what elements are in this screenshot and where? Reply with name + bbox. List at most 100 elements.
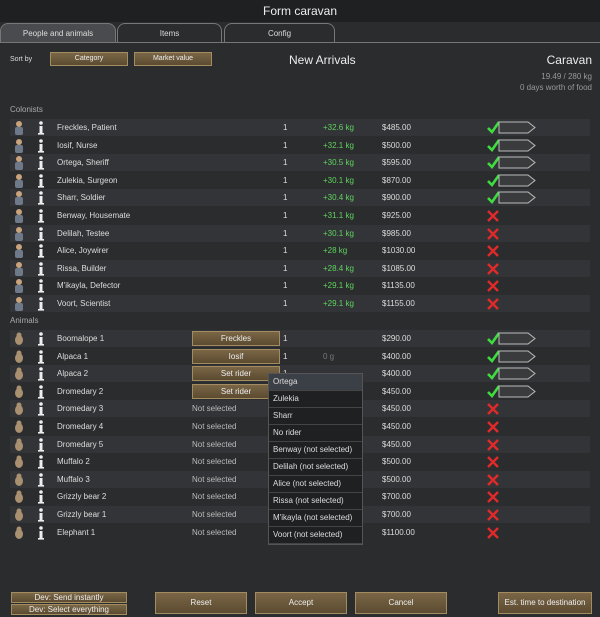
item-row: Ortega, Sheriff 1 +30.5 kg $595.00 (10, 154, 590, 172)
market-value: $290.00 (382, 334, 411, 343)
rider-button[interactable]: Freckles (192, 331, 280, 346)
checkbox-unchecked[interactable] (486, 437, 500, 452)
item-name: Zulekia, Surgeon (57, 175, 118, 185)
rider-status: Not selected (192, 422, 237, 431)
dev-button[interactable]: Dev: Select everything (11, 604, 127, 615)
sort-button[interactable]: Market value (134, 52, 212, 66)
tab[interactable]: Items (117, 23, 222, 42)
checkbox-unchecked[interactable] (486, 226, 500, 241)
checkbox-checked[interactable] (486, 120, 501, 135)
checkbox-checked[interactable] (486, 155, 501, 170)
thumbnail (13, 349, 25, 364)
item-row: Boomalope 1 Freckles 1 $290.00 (10, 330, 590, 347)
info-icon (36, 173, 46, 188)
item-row: Benway, Housemate 1 +31.1 kg $925.00 (10, 207, 590, 224)
market-value: $400.00 (382, 369, 411, 379)
thumbnail (13, 296, 25, 311)
dropdown-option[interactable]: No rider (269, 425, 362, 442)
market-value: $450.00 (382, 422, 411, 431)
item-name: Dromedary 2 (57, 386, 104, 396)
caravan-label: Caravan (546, 53, 592, 67)
dropdown-option[interactable]: Alice (not selected) (269, 476, 362, 493)
market-value: $925.00 (382, 211, 411, 220)
checkbox-unchecked[interactable] (486, 507, 500, 522)
item-name: Dromedary 3 (57, 404, 104, 414)
count-adjuster[interactable] (498, 331, 536, 346)
caravan-mass: 19.49 / 280 kg (541, 72, 592, 81)
checkbox-unchecked[interactable] (486, 454, 500, 469)
mass: +29.1 kg (323, 281, 354, 291)
sort-button[interactable]: Category (50, 52, 128, 66)
checkbox-unchecked[interactable] (486, 489, 500, 504)
checkbox-checked[interactable] (486, 138, 501, 153)
dropdown-option[interactable]: Sharr (269, 408, 362, 425)
count-adjuster[interactable] (498, 173, 536, 188)
thumbnail (13, 243, 25, 259)
count-adjuster[interactable] (498, 155, 536, 170)
dropdown-option[interactable]: Benway (not selected) (269, 442, 362, 459)
action-button[interactable]: Cancel (355, 592, 447, 614)
rider-status: Not selected (192, 457, 237, 467)
rider-button[interactable]: Set rider (192, 366, 280, 382)
tab[interactable]: People and animals (0, 23, 116, 42)
thumbnail (13, 489, 25, 504)
checkbox-unchecked[interactable] (486, 208, 500, 223)
info-icon (36, 384, 46, 399)
thumbnail (13, 278, 25, 294)
item-name: Ortega, Sheriff (57, 158, 109, 168)
count-adjuster[interactable] (498, 349, 536, 364)
checkbox-checked[interactable] (486, 331, 501, 346)
checkbox-unchecked[interactable] (486, 261, 500, 276)
count-adjuster[interactable] (498, 366, 536, 381)
count-adjuster[interactable] (498, 138, 536, 153)
info-icon (36, 437, 46, 452)
checkbox-checked[interactable] (486, 349, 501, 364)
thumbnail (13, 208, 25, 223)
count: 1 (283, 211, 288, 220)
checkbox-unchecked[interactable] (486, 401, 500, 416)
count-adjuster[interactable] (498, 190, 536, 205)
dropdown-option[interactable]: Voort (not selected) (269, 527, 362, 544)
rider-button[interactable]: Iosif (192, 348, 280, 364)
tab[interactable]: Config (224, 23, 335, 42)
count: 1 (283, 123, 288, 132)
checkbox-checked[interactable] (486, 173, 501, 188)
item-row: Freckles, Patient 1 +32.6 kg $485.00 (10, 119, 590, 136)
dropdown-option[interactable]: Delilah (not selected) (269, 459, 362, 476)
mass: +31.1 kg (323, 211, 354, 220)
count-adjuster[interactable] (498, 384, 536, 399)
checkbox-unchecked[interactable] (486, 419, 500, 434)
action-button[interactable]: Reset (155, 592, 247, 614)
action-button[interactable]: Accept (255, 592, 347, 614)
checkbox-unchecked[interactable] (486, 296, 500, 311)
checkbox-checked[interactable] (486, 384, 501, 399)
dropdown-option[interactable]: Zulekia (269, 391, 362, 408)
item-row: Rissa, Builder 1 +28.4 kg $1085.00 (10, 259, 590, 277)
info-icon (36, 419, 46, 434)
item-name: Grizzly bear 1 (57, 510, 107, 519)
mass: +30.4 kg (323, 193, 354, 203)
info-icon (36, 138, 46, 153)
market-value: $500.00 (382, 457, 411, 467)
thumbnail (13, 525, 25, 540)
section-label: Animals (10, 316, 39, 325)
count-adjuster[interactable] (498, 120, 536, 135)
checkbox-unchecked[interactable] (486, 472, 500, 487)
count: 1 (283, 193, 288, 203)
dropdown-option[interactable]: Rissa (not selected) (269, 493, 362, 510)
est-time-button[interactable]: Est. time to destination (498, 592, 592, 614)
rider-button[interactable]: Set rider (192, 383, 280, 399)
checkbox-unchecked[interactable] (486, 525, 500, 540)
market-value: $700.00 (382, 492, 411, 502)
rider-status: Not selected (192, 527, 237, 537)
dev-button[interactable]: Dev: Send instantly (11, 592, 127, 603)
market-value: $1030.00 (382, 246, 416, 256)
checkbox-checked[interactable] (486, 366, 501, 381)
dropdown-option[interactable]: Ortega (269, 374, 362, 391)
checkbox-unchecked[interactable] (486, 243, 500, 258)
checkbox-checked[interactable] (486, 190, 501, 205)
item-name: Sharr, Soldier (57, 193, 106, 203)
dropdown-option[interactable]: M'ikayla (not selected) (269, 510, 362, 527)
thumbnail (13, 454, 25, 469)
checkbox-unchecked[interactable] (486, 278, 500, 293)
